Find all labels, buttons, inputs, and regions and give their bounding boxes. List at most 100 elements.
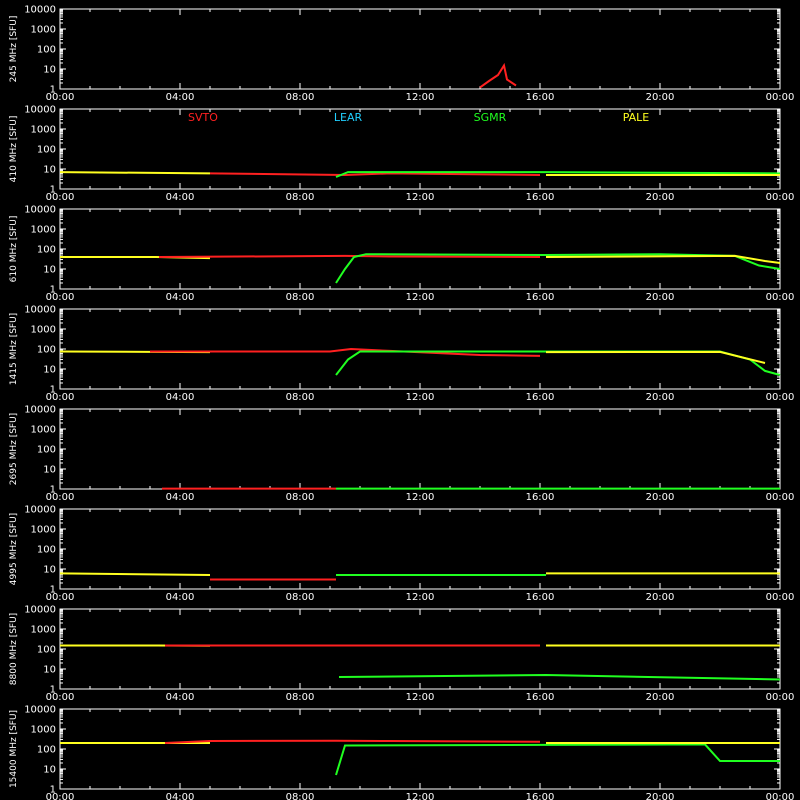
x-tick-label: 20:00 <box>646 192 675 203</box>
y-tick-label: 10 <box>43 65 56 76</box>
panel-frame <box>59 8 781 90</box>
panel-frame <box>59 108 781 190</box>
y-tick-label: 1 <box>50 585 56 596</box>
x-tick-label: 16:00 <box>526 292 555 303</box>
series-line-pale <box>545 350 766 364</box>
series-line-svto <box>158 254 541 258</box>
y-tick-label: 100 <box>37 45 56 56</box>
x-tick-label: 00:00 <box>46 192 75 203</box>
y-tick-label: 10 <box>43 465 56 476</box>
x-tick-label: 00:00 <box>46 692 75 703</box>
legend-entry-pale: PALE <box>623 111 650 124</box>
series-line-svto <box>209 172 541 177</box>
y-tick-label: 100 <box>37 545 56 556</box>
y-axis-label: 1415 MHz [SFU] <box>9 313 19 385</box>
series-line-sgmr <box>335 743 780 776</box>
panel-frame <box>59 208 781 290</box>
x-tick-label: 08:00 <box>286 492 315 503</box>
series-line-svto <box>150 347 541 357</box>
x-tick-label: 00:00 <box>766 592 795 603</box>
x-tick-label: 04:00 <box>166 192 195 203</box>
x-tick-label: 04:00 <box>166 592 195 603</box>
y-axis-label: 610 MHz [SFU] <box>9 216 19 283</box>
x-tick-label: 16:00 <box>526 592 555 603</box>
x-tick-label: 00:00 <box>766 792 795 800</box>
y-axis-label: 2695 MHz [SFU] <box>9 413 19 485</box>
x-tick-label: 20:00 <box>646 92 675 103</box>
y-tick-label: 1 <box>50 485 56 496</box>
x-tick-label: 04:00 <box>166 392 195 403</box>
panel-frame <box>59 708 781 790</box>
y-tick-label: 1000 <box>31 125 56 136</box>
series-line-pale <box>545 254 781 264</box>
series-line-sgmr <box>338 673 781 681</box>
x-tick-label: 12:00 <box>406 692 435 703</box>
y-tick-label: 1000 <box>31 525 56 536</box>
y-tick-label: 1000 <box>31 325 56 336</box>
y-axis-label: 15400 MHz [SFU] <box>9 710 19 788</box>
x-tick-label: 12:00 <box>406 92 435 103</box>
x-tick-label: 00:00 <box>766 192 795 203</box>
y-tick-label: 100 <box>37 445 56 456</box>
panel-frame <box>59 508 781 590</box>
y-tick-label: 1000 <box>31 425 56 436</box>
y-tick-label: 100 <box>37 345 56 356</box>
y-tick-label: 10000 <box>24 305 56 316</box>
x-tick-label: 04:00 <box>166 792 195 800</box>
y-tick-label: 100 <box>37 245 56 256</box>
y-tick-label: 1000 <box>31 725 56 736</box>
y-axis-label: 8800 MHz [SFU] <box>9 613 19 685</box>
x-tick-label: 00:00 <box>46 792 75 800</box>
x-tick-label: 16:00 <box>526 192 555 203</box>
x-tick-label: 12:00 <box>406 192 435 203</box>
x-tick-label: 00:00 <box>46 492 75 503</box>
y-axis-label: 4995 MHz [SFU] <box>9 513 19 585</box>
y-tick-label: 1 <box>50 285 56 296</box>
x-tick-label: 04:00 <box>166 692 195 703</box>
y-axis-label: 410 MHz [SFU] <box>9 116 19 183</box>
series-line-sgmr <box>335 350 781 376</box>
panel-frame <box>59 408 781 490</box>
y-tick-label: 1 <box>50 785 56 796</box>
x-tick-label: 20:00 <box>646 392 675 403</box>
y-tick-label: 1000 <box>31 25 56 36</box>
x-tick-label: 00:00 <box>46 92 75 103</box>
x-tick-label: 20:00 <box>646 692 675 703</box>
y-tick-label: 10 <box>43 365 56 376</box>
y-tick-label: 10000 <box>24 405 56 416</box>
x-tick-label: 16:00 <box>526 492 555 503</box>
x-tick-label: 04:00 <box>166 292 195 303</box>
x-tick-label: 08:00 <box>286 692 315 703</box>
x-tick-label: 00:00 <box>766 92 795 103</box>
x-tick-label: 08:00 <box>286 192 315 203</box>
x-tick-label: 08:00 <box>286 392 315 403</box>
y-tick-label: 100 <box>37 745 56 756</box>
x-tick-label: 20:00 <box>646 792 675 800</box>
x-tick-label: 16:00 <box>526 92 555 103</box>
legend-entry-sgmr: SGMR <box>474 111 507 124</box>
y-tick-label: 1000 <box>31 225 56 236</box>
y-tick-label: 10 <box>43 765 56 776</box>
x-tick-label: 16:00 <box>526 392 555 403</box>
y-tick-label: 10 <box>43 265 56 276</box>
y-tick-label: 1 <box>50 385 56 396</box>
x-tick-label: 00:00 <box>46 392 75 403</box>
x-tick-label: 00:00 <box>766 492 795 503</box>
y-tick-label: 10000 <box>24 105 56 116</box>
x-tick-label: 08:00 <box>286 292 315 303</box>
panel-frame <box>59 308 781 390</box>
y-tick-label: 1 <box>50 685 56 696</box>
x-tick-label: 16:00 <box>526 692 555 703</box>
x-tick-label: 00:00 <box>46 292 75 303</box>
y-tick-label: 10000 <box>24 205 56 216</box>
y-axis-label: 245 MHz [SFU] <box>9 16 19 83</box>
x-tick-label: 12:00 <box>406 792 435 800</box>
x-tick-label: 12:00 <box>406 592 435 603</box>
x-tick-label: 08:00 <box>286 92 315 103</box>
y-tick-label: 10 <box>43 165 56 176</box>
y-tick-label: 10000 <box>24 5 56 16</box>
y-tick-label: 10 <box>43 565 56 576</box>
y-tick-label: 10000 <box>24 605 56 616</box>
